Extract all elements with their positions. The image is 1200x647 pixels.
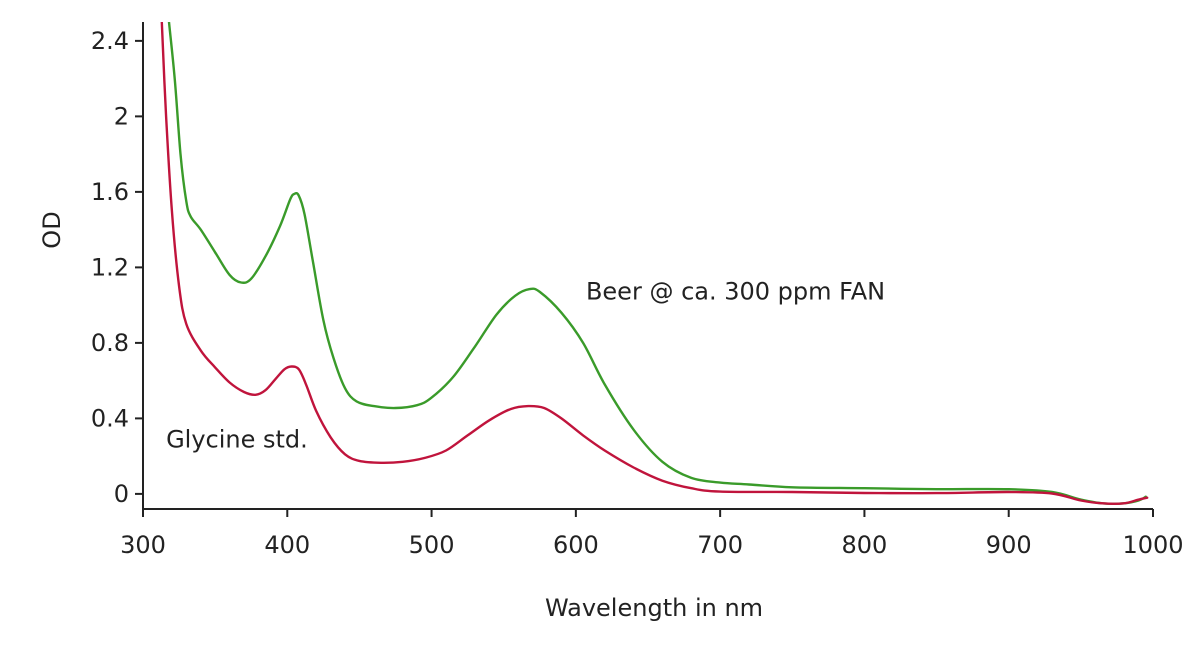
series-line-1 <box>160 22 1149 505</box>
plot-lines <box>160 22 1149 505</box>
y-axis: 0 0.4 0.8 1.2 1.6 2 2.4 <box>91 22 144 509</box>
x-tick-label: 900 <box>986 531 1032 559</box>
x-tick-label: 1000 <box>1122 531 1183 559</box>
x-tick-label: 500 <box>409 531 455 559</box>
series-line-0 <box>167 22 1147 505</box>
x-tick-label: 400 <box>264 531 310 559</box>
y-axis-title: OD <box>38 211 66 248</box>
x-tick-label: 800 <box>842 531 888 559</box>
y-tick-label: 0.4 <box>91 404 129 432</box>
y-tick-label: 2.4 <box>91 27 129 55</box>
series-label-1: Glycine std. <box>166 426 308 454</box>
y-tick-label: 1.2 <box>91 253 129 281</box>
x-axis: 300 400 500 600 700 800 900 1000 <box>120 508 1184 559</box>
series-label-0: Beer @ ca. 300 ppm FAN <box>586 277 885 305</box>
x-axis-title: Wavelength in nm <box>545 594 763 622</box>
y-tick-label: 1.6 <box>91 178 129 206</box>
y-tick-label: 2 <box>114 102 129 130</box>
x-tick-label: 300 <box>120 531 166 559</box>
x-tick-label: 600 <box>553 531 599 559</box>
x-tick-label: 700 <box>697 531 743 559</box>
series-annotations: Beer @ ca. 300 ppm FAN Glycine std. <box>166 277 885 453</box>
y-tick-label: 0.8 <box>91 329 129 357</box>
y-tick-label: 0 <box>114 480 129 508</box>
